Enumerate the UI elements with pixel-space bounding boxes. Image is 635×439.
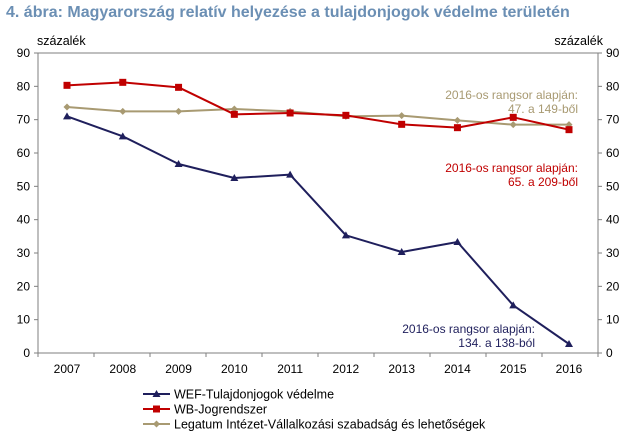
x-tick-label: 2012 — [333, 362, 360, 376]
data-point-wef — [341, 231, 350, 239]
legend-item-wb: WB-Jogrendszer — [143, 403, 267, 417]
annotation-wb-line2: 65. a 209-ből — [508, 175, 578, 189]
series-wb — [63, 78, 573, 134]
y-tick-label-left: 0 — [23, 346, 30, 360]
annotation-legatum-line1: 2016-os rangsor alapján: — [445, 88, 578, 102]
legend-label: WEF-Tulajdonjogok védelme — [174, 388, 334, 402]
x-tick-label: 2014 — [444, 362, 471, 376]
legend-label: WB-Jogrendszer — [174, 403, 267, 417]
y-axis-label-right: százalék — [554, 34, 603, 48]
data-point-wb — [175, 83, 183, 91]
y-axis-left: 0 10 20 30 40 50 60 70 80 90 — [17, 46, 38, 360]
y-tick-label-left: 80 — [17, 79, 31, 93]
y-tick-label-left: 30 — [17, 246, 31, 260]
data-point-legatum — [175, 107, 183, 115]
y-tick-label-right: 30 — [606, 246, 620, 260]
x-tick-label: 2009 — [165, 362, 192, 376]
data-point-wb — [342, 111, 350, 119]
data-point-wb — [565, 126, 573, 134]
series-line-wb — [66, 81, 570, 131]
legend-label: Legatum Intézet-Vállalkozási szabadság é… — [174, 418, 486, 432]
data-point-wef — [453, 238, 462, 245]
y-tick-label-right: 90 — [606, 46, 620, 60]
data-point-wb — [398, 120, 406, 128]
chart-title: 4. ábra: Magyarország relatív helyezése … — [6, 4, 570, 21]
annotation-wb-line1: 2016-os rangsor alapján: — [445, 161, 578, 175]
y-tick-label-left: 40 — [17, 213, 31, 227]
data-point-wb — [453, 124, 461, 132]
annotation-legatum: 2016-os rangsor alapján: 47. a 149-ből — [445, 88, 578, 116]
x-tick-label: 2015 — [500, 362, 527, 376]
y-tick-label-right: 40 — [606, 213, 620, 227]
data-point-wb — [509, 113, 517, 121]
data-point-legatum — [453, 116, 461, 124]
y-tick-label-right: 70 — [606, 113, 620, 127]
data-point-wef — [565, 340, 573, 347]
data-point-wef — [174, 160, 183, 167]
series-line-legatum — [66, 106, 569, 126]
data-point-wef — [118, 132, 127, 140]
legend-swatch-marker — [152, 390, 161, 397]
legend: WEF-Tulajdonjogok védelmeWB-JogrendszerL… — [143, 388, 486, 432]
data-point-legatum — [119, 107, 127, 115]
series-line-wef — [66, 115, 570, 345]
data-point-wef — [230, 174, 239, 181]
series-layer — [63, 78, 573, 347]
y-tick-label-right: 10 — [606, 313, 620, 327]
data-point-legatum — [398, 112, 406, 120]
y-tick-label-right: 50 — [606, 179, 620, 193]
annotation-wef-line1: 2016-os rangsor alapján: — [402, 322, 535, 336]
x-tick-label: 2007 — [54, 362, 81, 376]
annotation-wef-line2: 134. a 138-ból — [458, 336, 535, 350]
y-tick-label-right: 20 — [606, 279, 620, 293]
data-point-wef — [509, 301, 518, 309]
data-point-wef — [286, 170, 295, 178]
y-tick-label-left: 90 — [17, 46, 31, 60]
legend-swatch-marker — [153, 405, 160, 413]
data-point-legatum — [509, 121, 517, 129]
x-tick-label: 2010 — [221, 362, 248, 376]
y-tick-label-left: 10 — [17, 313, 31, 327]
series-wef — [63, 112, 573, 347]
data-point-legatum — [63, 103, 71, 111]
y-tick-label-left: 50 — [17, 179, 31, 193]
y-tick-label-left: 20 — [17, 279, 31, 293]
y-tick-label-left: 70 — [17, 113, 31, 127]
x-tick-label: 2008 — [109, 362, 136, 376]
data-point-wb — [119, 78, 127, 86]
x-tick-label: 2011 — [277, 362, 303, 376]
annotation-wef: 2016-os rangsor alapján: 134. a 138-ból — [402, 322, 535, 350]
data-point-legatum — [230, 105, 238, 113]
legend-item-legatum: Legatum Intézet-Vállalkozási szabadság é… — [143, 418, 486, 432]
data-point-wb — [63, 81, 71, 89]
y-tick-label-left: 60 — [17, 146, 31, 160]
y-tick-label-right: 80 — [606, 79, 620, 93]
annotation-wb: 2016-os rangsor alapján: 65. a 209-ből — [445, 161, 578, 189]
legend-item-wef: WEF-Tulajdonjogok védelme — [143, 388, 334, 402]
data-point-legatum — [565, 121, 573, 129]
y-axis-label-left: százalék — [37, 34, 86, 48]
data-point-wef — [397, 248, 406, 255]
x-axis: 2007 2008 2009 2010 2011 2012 2013 2014 2015 2016 — [37, 353, 599, 376]
y-tick-label-right: 0 — [606, 346, 613, 360]
y-axis-right: 0 10 20 30 40 50 60 70 80 90 — [598, 46, 620, 360]
legend-swatch-marker — [153, 420, 160, 428]
data-point-wb — [286, 109, 294, 117]
series-legatum — [63, 103, 573, 129]
x-tick-label: 2013 — [388, 362, 415, 376]
y-tick-label-right: 60 — [606, 146, 620, 160]
data-point-wef — [63, 112, 71, 120]
x-tick-label: 2016 — [556, 362, 583, 376]
annotation-legatum-line2: 47. a 149-ből — [508, 102, 578, 116]
data-point-wb — [230, 110, 238, 118]
